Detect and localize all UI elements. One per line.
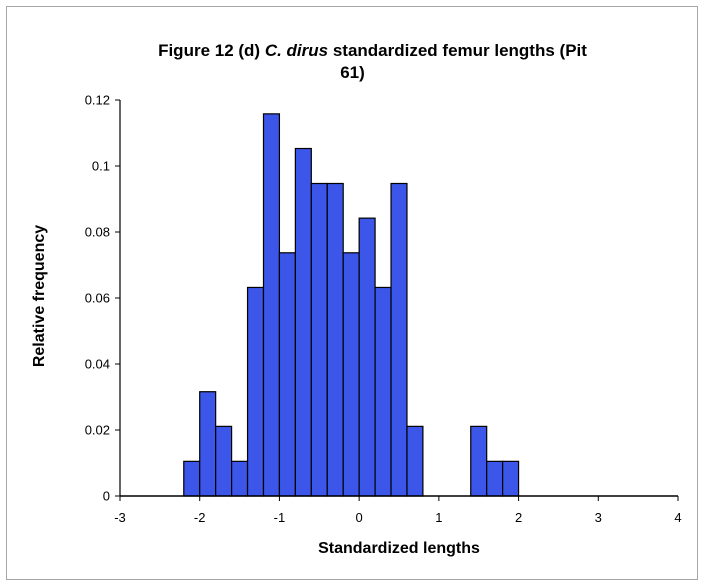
chart-title: Figure 12 (d) C. dirus standardized femu… [0, 40, 705, 84]
title-part-2-species: C. dirus [264, 41, 329, 60]
histogram-bar [183, 460, 201, 497]
histogram-bar [358, 217, 376, 497]
histogram-bar [374, 286, 392, 497]
x-tick-label: 0 [356, 510, 363, 525]
histogram-bar [326, 182, 344, 497]
y-tick-label: 0 [103, 489, 110, 504]
x-tick-label: -1 [274, 510, 286, 525]
histogram-bar [406, 425, 424, 497]
y-tick-label: 0.08 [85, 225, 110, 240]
x-tick-label: 4 [674, 510, 681, 525]
x-tick-label: -2 [194, 510, 206, 525]
histogram-bar [486, 460, 504, 497]
title-part-3: standardized femur lengths (Pit [328, 41, 587, 60]
y-tick-label: 0.12 [85, 93, 110, 108]
histogram-bar [199, 391, 217, 497]
histogram-bar [294, 147, 312, 497]
histogram-bar [390, 182, 408, 497]
histogram-bar [310, 182, 328, 497]
x-tick-label: 1 [435, 510, 442, 525]
x-tick-label: 2 [515, 510, 522, 525]
x-tick-label: -3 [114, 510, 126, 525]
histogram-bar [342, 252, 360, 497]
x-tick-label: 3 [595, 510, 602, 525]
y-tick-label: 0.04 [85, 357, 110, 372]
chart-title-line1: Figure 12 (d) C. dirus standardized femu… [0, 40, 705, 62]
y-tick-label: 0.1 [92, 159, 110, 174]
histogram-bar [470, 425, 488, 497]
chart-title-line2: 61) [340, 63, 365, 82]
title-part-1: Figure 12 (d) [158, 41, 265, 60]
histogram-bar [502, 460, 520, 497]
histogram-bar [246, 286, 265, 497]
histogram-bar [215, 425, 233, 497]
x-axis-label: Standardized lengths [318, 540, 480, 557]
y-tick-label: 0.06 [85, 291, 110, 306]
histogram-bar [278, 252, 296, 497]
y-tick-label: 0.02 [85, 423, 110, 438]
histogram-bar [231, 460, 249, 497]
histogram-bar [262, 113, 281, 497]
